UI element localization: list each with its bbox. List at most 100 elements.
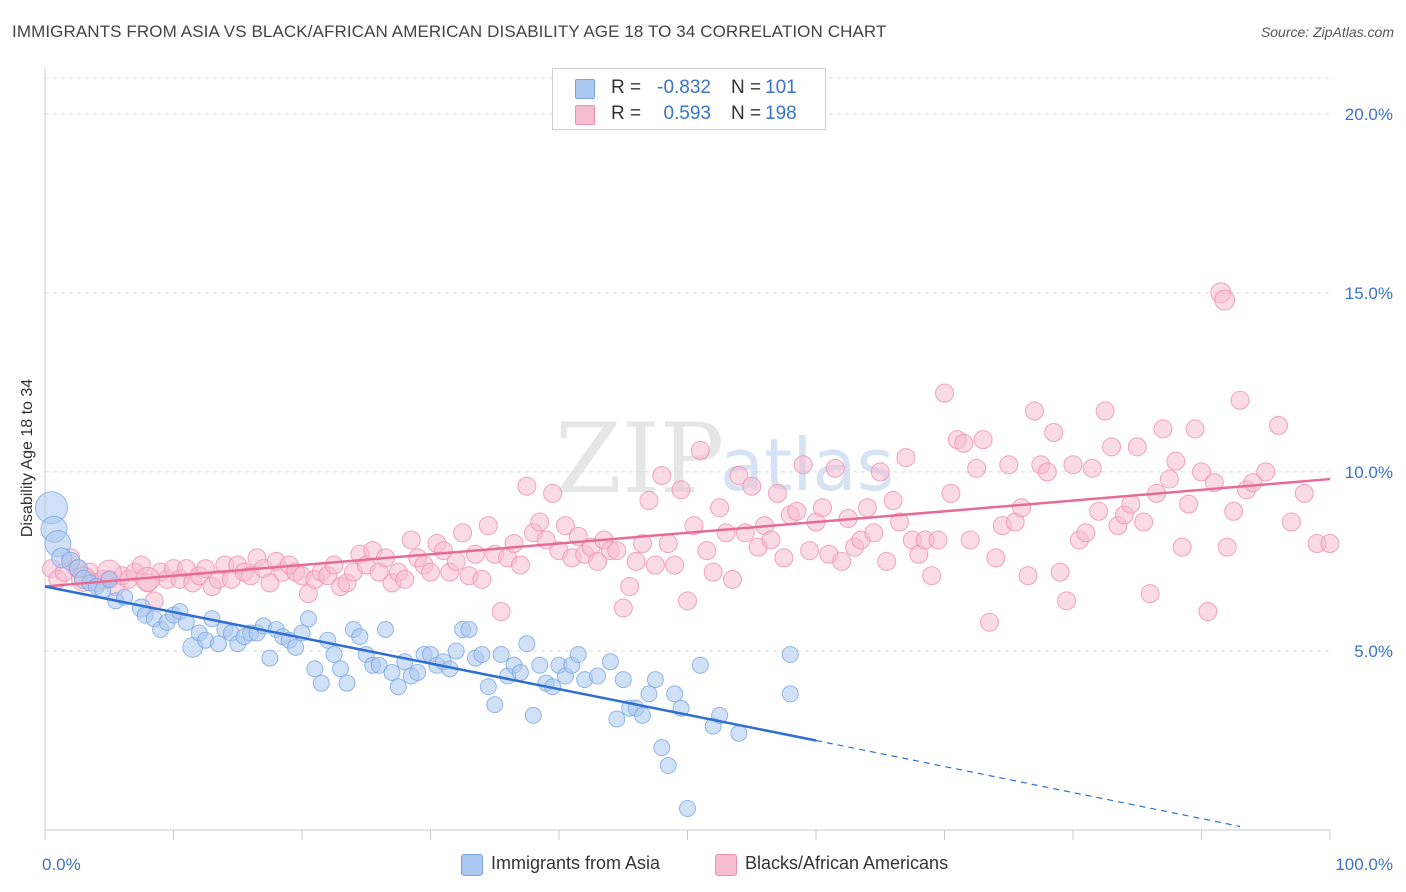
black-point: [645, 555, 665, 575]
black-point: [999, 455, 1019, 475]
black-point: [665, 555, 685, 575]
black-point: [1127, 437, 1147, 457]
black-point: [626, 551, 646, 571]
asia-point: [653, 739, 671, 757]
black-point: [1018, 566, 1038, 586]
x-tick-label: 100.0%: [1335, 855, 1393, 874]
black-point: [684, 516, 704, 536]
black-point: [453, 523, 473, 543]
black-point: [1044, 423, 1064, 443]
black-point: [825, 458, 845, 478]
black-point: [761, 530, 781, 550]
black-point: [1281, 512, 1301, 532]
black-point: [722, 569, 742, 589]
black-point: [1256, 462, 1276, 482]
black-point: [639, 491, 659, 511]
x-tick-label: 0.0%: [42, 855, 81, 874]
trend-lines: [44, 477, 1331, 828]
y-tick-label: 5.0%: [1354, 642, 1393, 661]
asia-point: [332, 660, 350, 678]
black-point: [979, 612, 999, 632]
black-point: [1224, 501, 1244, 521]
black-point: [260, 573, 280, 593]
black-point: [1179, 494, 1199, 514]
black-point: [1037, 462, 1057, 482]
black-point: [1198, 602, 1218, 622]
black-point: [1192, 462, 1211, 482]
black-point: [1172, 537, 1192, 557]
black-point: [633, 534, 653, 554]
asia-point: [679, 800, 696, 818]
r-value: -0.832: [657, 77, 711, 98]
asia-point: [306, 660, 324, 678]
y-tick-label: 20.0%: [1345, 105, 1393, 124]
asia-point: [100, 570, 118, 588]
asia-point: [666, 685, 684, 703]
black-point: [588, 551, 608, 571]
black-point: [517, 476, 537, 496]
black-point: [986, 548, 1006, 568]
black-point: [793, 455, 813, 475]
asia-point: [486, 696, 504, 714]
n-label: N =: [731, 77, 762, 98]
asia-point: [287, 638, 305, 656]
black-point: [1166, 451, 1186, 471]
asia-point: [608, 710, 626, 728]
black-point: [960, 530, 980, 550]
black-point: [395, 569, 415, 589]
black-point: [1076, 523, 1096, 543]
n-value: 198: [765, 103, 797, 124]
asia-point: [691, 656, 709, 674]
asia-point: [569, 646, 587, 664]
black-point: [967, 458, 987, 478]
legend: Immigrants from Asia Blacks/African Amer…: [0, 851, 1406, 879]
asia-point: [338, 674, 356, 692]
black-point: [1102, 437, 1122, 457]
black-point: [832, 551, 852, 571]
black-point: [1214, 289, 1236, 311]
asia-point: [377, 620, 395, 638]
asia-trend-extension: [815, 739, 1241, 828]
black-point: [800, 541, 820, 561]
asia-point: [524, 706, 542, 724]
black-point: [1185, 419, 1205, 439]
y-tick-label: 15.0%: [1345, 284, 1393, 303]
asia-point: [447, 642, 465, 660]
black-point: [883, 491, 903, 511]
black-point: [446, 551, 466, 571]
asia-point: [511, 663, 529, 681]
data-points: [34, 282, 1340, 818]
asia-point: [589, 667, 607, 685]
asia-point: [492, 646, 510, 664]
asia-point: [730, 724, 748, 742]
asia-point: [389, 678, 407, 696]
black-point: [710, 498, 730, 518]
asia-swatch: [575, 79, 595, 99]
legend-label: Blacks/African Americans: [745, 853, 949, 873]
black-point: [671, 480, 691, 500]
black-point: [729, 465, 749, 485]
black-point: [812, 498, 832, 518]
asia-point: [299, 610, 317, 628]
black-point: [896, 448, 916, 468]
black-point: [607, 541, 627, 561]
black-point: [1320, 534, 1340, 554]
black-point: [787, 501, 807, 521]
black-point: [1057, 591, 1077, 611]
black-point: [1082, 458, 1102, 478]
r-label: R =: [611, 103, 642, 124]
black-point: [922, 566, 942, 586]
chart-title: IMMIGRANTS FROM ASIA VS BLACK/AFRICAN AM…: [12, 22, 887, 41]
black-point: [1230, 390, 1250, 410]
asia-point: [383, 663, 401, 681]
black-point: [767, 483, 787, 503]
watermark-zip: ZIP: [555, 403, 724, 515]
r-value: 0.593: [663, 103, 711, 124]
black-point: [703, 562, 723, 582]
asia-point: [479, 678, 497, 696]
asia-point: [640, 685, 658, 703]
black-point: [465, 544, 485, 564]
black-point: [1134, 512, 1154, 532]
asia-point: [531, 656, 549, 674]
